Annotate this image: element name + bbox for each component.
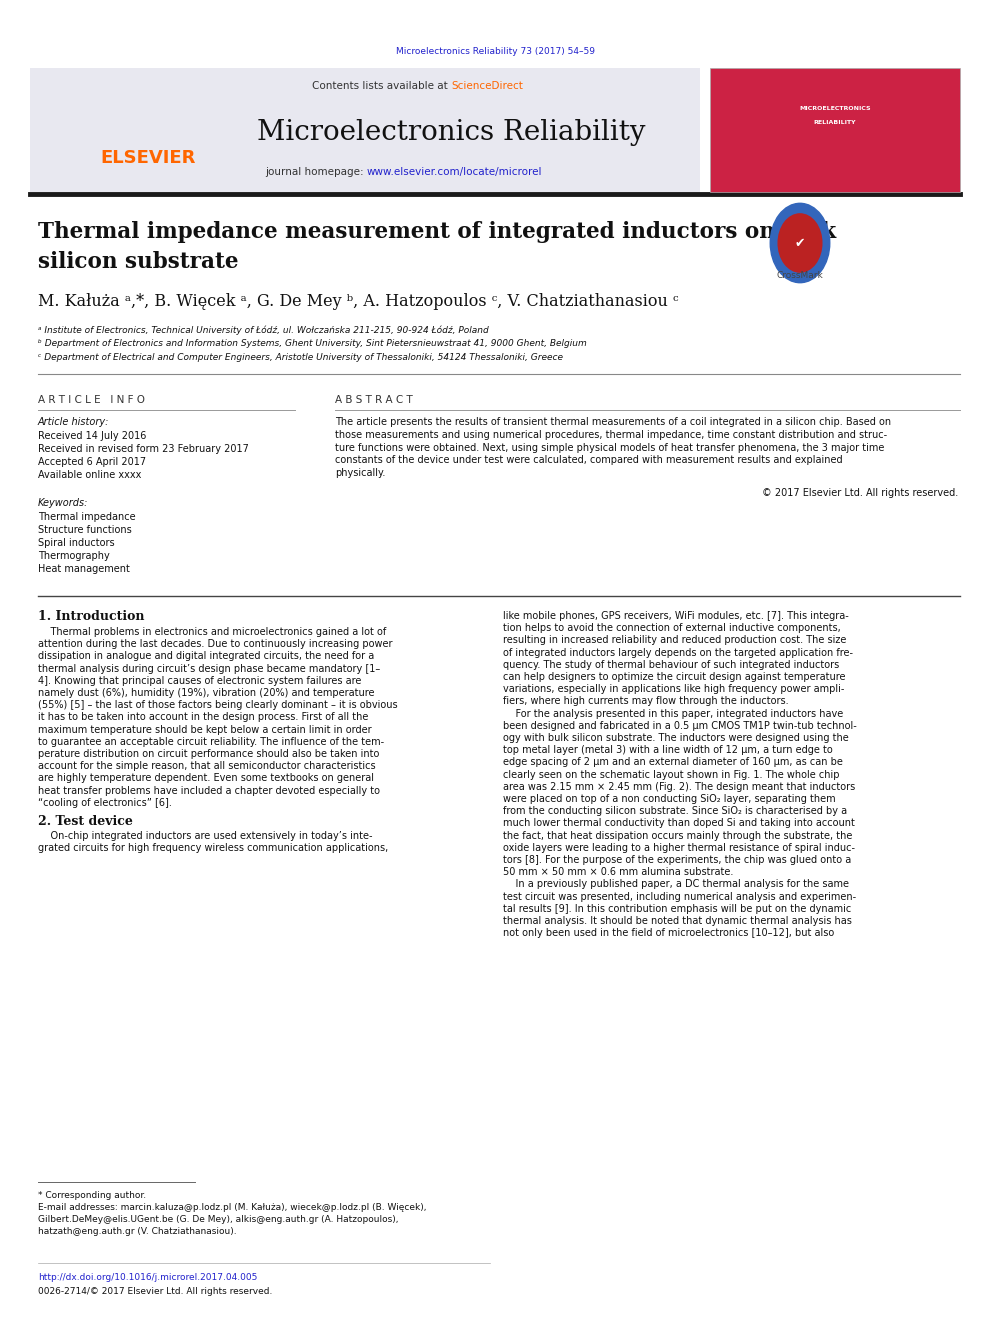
Text: grated circuits for high frequency wireless communication applications,: grated circuits for high frequency wirel…	[38, 843, 388, 853]
Text: top metal layer (metal 3) with a line width of 12 μm, a turn edge to: top metal layer (metal 3) with a line wi…	[503, 745, 832, 755]
Text: Thermography: Thermography	[38, 550, 110, 561]
Text: were placed on top of a non conducting SiO₂ layer, separating them: were placed on top of a non conducting S…	[503, 794, 835, 804]
Text: Microelectronics Reliability 73 (2017) 54–59: Microelectronics Reliability 73 (2017) 5…	[397, 48, 595, 57]
Text: ogy with bulk silicon substrate. The inductors were designed using the: ogy with bulk silicon substrate. The ind…	[503, 733, 849, 744]
Text: namely dust (6%), humidity (19%), vibration (20%) and temperature: namely dust (6%), humidity (19%), vibrat…	[38, 688, 375, 699]
Text: like mobile phones, GPS receivers, WiFi modules, etc. [7]. This integra-: like mobile phones, GPS receivers, WiFi …	[503, 611, 849, 620]
Text: ELSEVIER: ELSEVIER	[100, 149, 195, 167]
Text: Received 14 July 2016: Received 14 July 2016	[38, 431, 147, 441]
Circle shape	[778, 214, 821, 273]
Bar	[710, 67, 960, 192]
Text: physically.: physically.	[335, 468, 385, 478]
Text: www.elsevier.com/locate/microrel: www.elsevier.com/locate/microrel	[367, 167, 543, 177]
Text: maximum temperature should be kept below a certain limit in order: maximum temperature should be kept below…	[38, 725, 372, 734]
Text: 0026-2714/© 2017 Elsevier Ltd. All rights reserved.: 0026-2714/© 2017 Elsevier Ltd. All right…	[38, 1286, 273, 1295]
Text: Thermal impedance measurement of integrated inductors on bulk: Thermal impedance measurement of integra…	[38, 221, 836, 243]
Bar	[30, 67, 700, 192]
Text: * Corresponding author.: * Corresponding author.	[38, 1191, 146, 1200]
Text: edge spacing of 2 μm and an external diameter of 160 μm, as can be: edge spacing of 2 μm and an external dia…	[503, 757, 843, 767]
Text: ᵇ Department of Electronics and Information Systems, Ghent University, Sint Piet: ᵇ Department of Electronics and Informat…	[38, 340, 586, 348]
Text: CrossMark: CrossMark	[777, 270, 823, 279]
Text: the fact, that heat dissipation occurs mainly through the substrate, the: the fact, that heat dissipation occurs m…	[503, 831, 852, 840]
Text: those measurements and using numerical procedures, thermal impedance, time const: those measurements and using numerical p…	[335, 430, 887, 439]
Text: not only been used in the field of microelectronics [10–12], but also: not only been used in the field of micro…	[503, 929, 834, 938]
Text: 2. Test device: 2. Test device	[38, 815, 133, 827]
Text: Microelectronics Reliability: Microelectronics Reliability	[257, 119, 646, 146]
Text: it has to be taken into account in the design process. First of all the: it has to be taken into account in the d…	[38, 712, 368, 722]
Text: MICROELECTRONICS: MICROELECTRONICS	[800, 106, 871, 111]
Text: account for the simple reason, that all semiconductor characteristics: account for the simple reason, that all …	[38, 761, 376, 771]
Text: The article presents the results of transient thermal measurements of a coil int: The article presents the results of tran…	[335, 417, 891, 427]
Text: Article history:: Article history:	[38, 417, 109, 427]
Text: quency. The study of thermal behaviour of such integrated inductors: quency. The study of thermal behaviour o…	[503, 660, 839, 669]
Text: fiers, where high currents may flow through the inductors.: fiers, where high currents may flow thro…	[503, 696, 789, 706]
Text: journal homepage:: journal homepage:	[265, 167, 367, 177]
Text: resulting in increased reliability and reduced production cost. The size: resulting in increased reliability and r…	[503, 635, 846, 646]
Text: E-mail addresses: marcin.kaluza@p.lodz.pl (M. Kałuża), wiecek@p.lodz.pl (B. Więc: E-mail addresses: marcin.kaluza@p.lodz.p…	[38, 1204, 427, 1212]
Text: to guarantee an acceptable circuit reliability. The influence of the tem-: to guarantee an acceptable circuit relia…	[38, 737, 384, 746]
Text: tors [8]. For the purpose of the experiments, the chip was glued onto a: tors [8]. For the purpose of the experim…	[503, 855, 851, 865]
Text: Structure functions: Structure functions	[38, 525, 132, 534]
Text: from the conducting silicon substrate. Since SiO₂ is characterised by a: from the conducting silicon substrate. S…	[503, 806, 847, 816]
Text: ScienceDirect: ScienceDirect	[451, 81, 523, 91]
Text: Contents lists available at: Contents lists available at	[312, 81, 451, 91]
Text: For the analysis presented in this paper, integrated inductors have: For the analysis presented in this paper…	[503, 709, 843, 718]
Text: On-chip integrated inductors are used extensively in today’s inte-: On-chip integrated inductors are used ex…	[38, 831, 373, 841]
Text: Gilbert.DeMey@elis.UGent.be (G. De Mey), alkis@eng.auth.gr (A. Hatzopoulos),: Gilbert.DeMey@elis.UGent.be (G. De Mey),…	[38, 1216, 399, 1225]
Text: perature distribution on circuit performance should also be taken into: perature distribution on circuit perform…	[38, 749, 379, 759]
Text: clearly seen on the schematic layout shown in Fig. 1. The whole chip: clearly seen on the schematic layout sho…	[503, 770, 839, 779]
Text: 4]. Knowing that principal causes of electronic system failures are: 4]. Knowing that principal causes of ele…	[38, 676, 361, 685]
Text: hatzath@eng.auth.gr (V. Chatziathanasiou).: hatzath@eng.auth.gr (V. Chatziathanasiou…	[38, 1228, 237, 1237]
Text: silicon substrate: silicon substrate	[38, 251, 238, 273]
Text: http://dx.doi.org/10.1016/j.microrel.2017.04.005: http://dx.doi.org/10.1016/j.microrel.201…	[38, 1273, 257, 1282]
Text: of integrated inductors largely depends on the targeted application fre-: of integrated inductors largely depends …	[503, 647, 853, 658]
Text: ture functions were obtained. Next, using simple physical models of heat transfe: ture functions were obtained. Next, usin…	[335, 443, 885, 452]
Text: 1. Introduction: 1. Introduction	[38, 610, 145, 623]
Text: A R T I C L E   I N F O: A R T I C L E I N F O	[38, 396, 145, 405]
Text: Heat management: Heat management	[38, 564, 130, 574]
Text: been designed and fabricated in a 0.5 μm CMOS TM1P twin-tub technol-: been designed and fabricated in a 0.5 μm…	[503, 721, 857, 730]
Text: tion helps to avoid the connection of external inductive components,: tion helps to avoid the connection of ex…	[503, 623, 841, 634]
Text: Thermal impedance: Thermal impedance	[38, 512, 136, 523]
Text: “cooling of electronics” [6].: “cooling of electronics” [6].	[38, 798, 172, 808]
Text: ᶜ Department of Electrical and Computer Engineers, Aristotle University of Thess: ᶜ Department of Electrical and Computer …	[38, 353, 563, 363]
Text: dissipation in analogue and digital integrated circuits, the need for a: dissipation in analogue and digital inte…	[38, 651, 374, 662]
Text: RELIABILITY: RELIABILITY	[813, 119, 856, 124]
Text: oxide layers were leading to a higher thermal resistance of spiral induc-: oxide layers were leading to a higher th…	[503, 843, 855, 853]
Text: constants of the device under test were calculated, compared with measurement re: constants of the device under test were …	[335, 455, 842, 466]
Text: heat transfer problems have included a chapter devoted especially to: heat transfer problems have included a c…	[38, 786, 380, 795]
Text: are highly temperature dependent. Even some textbooks on general: are highly temperature dependent. Even s…	[38, 774, 374, 783]
Circle shape	[770, 204, 829, 283]
Text: can help designers to optimize the circuit design against temperature: can help designers to optimize the circu…	[503, 672, 845, 681]
Text: 50 mm × 50 mm × 0.6 mm alumina substrate.: 50 mm × 50 mm × 0.6 mm alumina substrate…	[503, 867, 733, 877]
Text: ✔: ✔	[795, 237, 806, 250]
Text: (55%) [5] – the last of those factors being clearly dominant – it is obvious: (55%) [5] – the last of those factors be…	[38, 700, 398, 710]
Text: In a previously published paper, a DC thermal analysis for the same: In a previously published paper, a DC th…	[503, 880, 849, 889]
Text: area was 2.15 mm × 2.45 mm (Fig. 2). The design meant that inductors: area was 2.15 mm × 2.45 mm (Fig. 2). The…	[503, 782, 855, 791]
Text: thermal analysis. It should be noted that dynamic thermal analysis has: thermal analysis. It should be noted tha…	[503, 916, 852, 926]
Text: tal results [9]. In this contribution emphasis will be put on the dynamic: tal results [9]. In this contribution em…	[503, 904, 851, 914]
Text: M. Kałuża ᵃ,*, B. Więcek ᵃ, G. De Mey ᵇ, A. Hatzopoulos ᶜ, V. Chatziathanasiou ᶜ: M. Kałuża ᵃ,*, B. Więcek ᵃ, G. De Mey ᵇ,…	[38, 294, 679, 311]
Text: A B S T R A C T: A B S T R A C T	[335, 396, 413, 405]
Text: much lower thermal conductivity than doped Si and taking into account: much lower thermal conductivity than dop…	[503, 819, 855, 828]
Text: Received in revised form 23 February 2017: Received in revised form 23 February 201…	[38, 445, 249, 454]
Text: Spiral inductors: Spiral inductors	[38, 538, 115, 548]
Text: attention during the last decades. Due to continuously increasing power: attention during the last decades. Due t…	[38, 639, 393, 650]
Text: Available online xxxx: Available online xxxx	[38, 470, 142, 480]
Text: © 2017 Elsevier Ltd. All rights reserved.: © 2017 Elsevier Ltd. All rights reserved…	[762, 488, 958, 497]
Text: Keywords:: Keywords:	[38, 497, 88, 508]
Text: ᵃ Institute of Electronics, Technical University of Łódź, ul. Wołczańska 211-215: ᵃ Institute of Electronics, Technical Un…	[38, 325, 489, 335]
Text: variations, especially in applications like high frequency power ampli-: variations, especially in applications l…	[503, 684, 844, 695]
Text: thermal analysis during circuit’s design phase became mandatory [1–: thermal analysis during circuit’s design…	[38, 664, 380, 673]
Text: test circuit was presented, including numerical analysis and experimen-: test circuit was presented, including nu…	[503, 892, 856, 901]
Text: Thermal problems in electronics and microelectronics gained a lot of: Thermal problems in electronics and micr…	[38, 627, 386, 636]
Text: Accepted 6 April 2017: Accepted 6 April 2017	[38, 456, 146, 467]
